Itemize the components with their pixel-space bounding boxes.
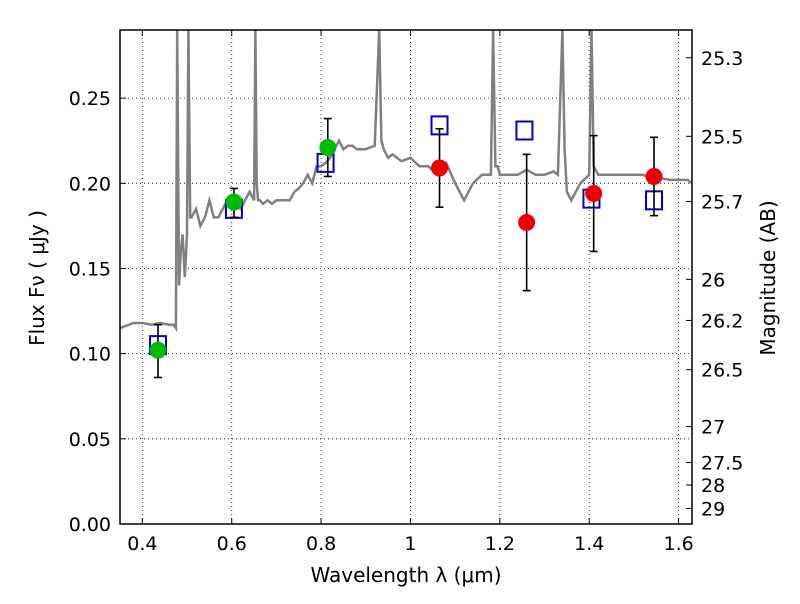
y-tick-label: 0.05 xyxy=(69,429,111,451)
plot-frame xyxy=(119,29,693,525)
model-square-point xyxy=(515,120,534,141)
y-tick-label: 0.15 xyxy=(69,258,111,280)
x-tick-label: 0.4 xyxy=(127,533,157,555)
axes-ticks: 0.4 0.6 0.8 1 1.2 1.4 1.6 0.00 0.05 0.10 0.15 0.20 0… xyxy=(69,30,743,555)
x-axis-label: Wavelength λ (μm) xyxy=(310,563,501,587)
x-tick-label: 1.6 xyxy=(663,533,693,555)
grid xyxy=(120,30,692,525)
magnitude-tick-label: 29 xyxy=(701,498,725,520)
magnitude-tick-label: 27.5 xyxy=(701,453,743,475)
magnitude-tick-label: 25.3 xyxy=(701,48,743,70)
green-data-point xyxy=(149,341,167,359)
red-data-point xyxy=(518,213,536,231)
green-data-point xyxy=(225,193,243,211)
y-tick-label: 0.20 xyxy=(69,173,111,195)
magnitude-tick-label: 25.5 xyxy=(701,126,743,148)
y-axis-right-label: Magnitude (AB) xyxy=(756,200,780,355)
magnitude-tick-label: 26 xyxy=(701,269,725,291)
magnitude-tick-label: 26.5 xyxy=(701,360,743,382)
red-data-point xyxy=(585,185,603,203)
magnitude-tick-label: 27 xyxy=(701,417,725,439)
red-data-point xyxy=(431,159,449,177)
plot-area xyxy=(120,30,692,379)
red-data-point xyxy=(645,167,663,185)
spectrum-line xyxy=(120,30,692,333)
y-tick-label: 0.00 xyxy=(69,514,111,536)
x-tick-label: 1 xyxy=(404,533,416,555)
x-tick-label: 1.2 xyxy=(485,533,515,555)
green-data-point xyxy=(319,139,337,157)
magnitude-tick-label: 28 xyxy=(701,475,725,497)
y-tick-label: 0.10 xyxy=(69,344,111,366)
x-tick-label: 0.8 xyxy=(306,533,336,555)
magnitude-tick-label: 26.2 xyxy=(701,310,743,332)
x-tick-label: 0.6 xyxy=(217,533,247,555)
y-axis-label: Flux Fν ( μJy ) xyxy=(25,210,49,346)
magnitude-tick-label: 25.7 xyxy=(701,192,743,214)
y-tick-label: 0.25 xyxy=(69,88,111,110)
x-tick-label: 1.4 xyxy=(574,533,604,555)
